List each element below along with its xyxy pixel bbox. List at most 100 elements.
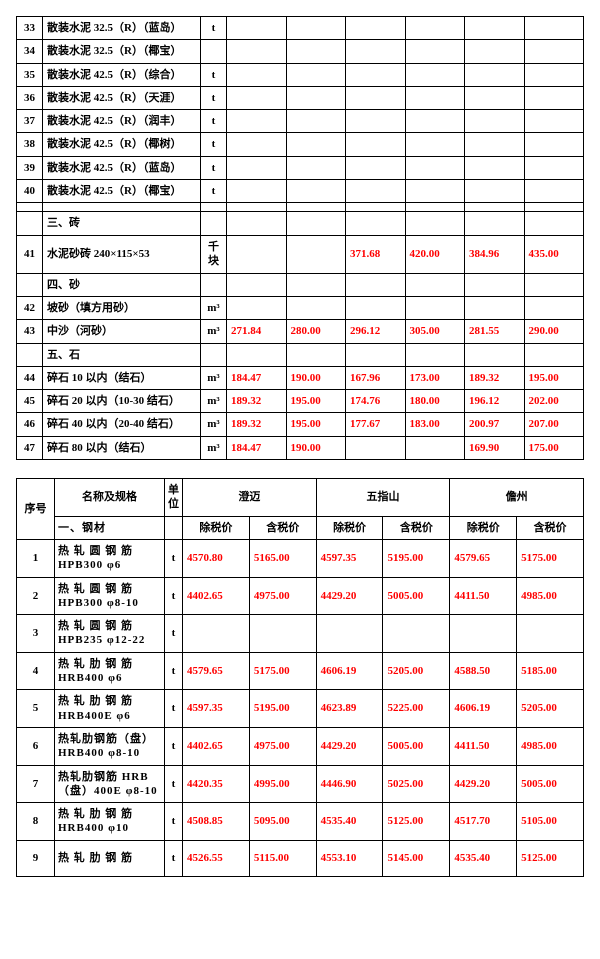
price-cell	[227, 133, 287, 156]
unit	[201, 203, 227, 212]
price-cell	[405, 273, 465, 296]
unit	[201, 40, 227, 63]
price-cell: 184.47	[227, 436, 287, 459]
price-cell: 280.00	[286, 320, 346, 343]
material-name: 碎石 20 以内（10-30 结石）	[43, 390, 201, 413]
material-name: 热 轧 圆 钢 筋 HPB235 φ12-22	[55, 615, 165, 653]
price-cell	[524, 180, 584, 203]
price-cell	[286, 63, 346, 86]
row-number: 45	[17, 390, 43, 413]
table-row: 8热 轧 肋 钢 筋 HRB400 φ10t4508.855095.004535…	[17, 803, 584, 841]
price-cell	[405, 86, 465, 109]
price-cell	[227, 110, 287, 133]
price-cell	[286, 86, 346, 109]
price-cell	[383, 615, 450, 653]
price-cell: 4588.50	[450, 652, 517, 690]
price-cell	[405, 110, 465, 133]
price-cell	[465, 203, 525, 212]
price-cell: 5005.00	[383, 727, 450, 765]
price-cell: 183.00	[405, 413, 465, 436]
price-cell: 4975.00	[249, 577, 316, 615]
price-cell: 4420.35	[183, 765, 250, 803]
unit: t	[201, 180, 227, 203]
price-cell	[524, 86, 584, 109]
price-cell	[227, 86, 287, 109]
price-cell	[465, 156, 525, 179]
unit: t	[165, 652, 183, 690]
price-cell: 189.32	[227, 390, 287, 413]
table-row: 4热 轧 肋 钢 筋 HRB400 φ6t4579.655175.004606.…	[17, 652, 584, 690]
material-name: 散装水泥 42.5（R）（椰树）	[43, 133, 201, 156]
material-name: 热 轧 肋 钢 筋	[55, 840, 165, 876]
col-name: 名称及规格	[55, 479, 165, 517]
row-number: 36	[17, 86, 43, 109]
table-row: 38散装水泥 42.5（R）（椰树）t	[17, 133, 584, 156]
unit	[201, 343, 227, 366]
unit: t	[201, 63, 227, 86]
price-cell: 5205.00	[517, 690, 584, 728]
price-cell: 180.00	[405, 390, 465, 413]
row-number: 34	[17, 40, 43, 63]
price-cell: 5025.00	[383, 765, 450, 803]
price-cell	[346, 273, 406, 296]
price-cell: 4402.65	[183, 727, 250, 765]
materials-table-1: 33散装水泥 32.5（R）（蓝岛）t34散装水泥 32.5（R）（椰宝）35散…	[16, 16, 584, 460]
material-name: 热轧肋钢筋（盘）HRB400 φ8-10	[55, 727, 165, 765]
price-cell: 5145.00	[383, 840, 450, 876]
price-cell	[346, 17, 406, 40]
price-cell	[524, 110, 584, 133]
material-name: 散装水泥 42.5（R）（天涯）	[43, 86, 201, 109]
price-cell: 296.12	[346, 320, 406, 343]
material-name: 碎石 80 以内（结石）	[43, 436, 201, 459]
material-name: 散装水泥 42.5（R）（椰宝）	[43, 180, 201, 203]
price-cell: 5095.00	[249, 803, 316, 841]
price-cell	[286, 156, 346, 179]
price-cell	[227, 180, 287, 203]
unit: 千块	[201, 235, 227, 273]
price-cell	[286, 110, 346, 133]
row-number: 4	[17, 652, 55, 690]
price-cell	[227, 273, 287, 296]
price-cell	[465, 133, 525, 156]
material-name: 热 轧 圆 钢 筋 HPB300 φ8-10	[55, 577, 165, 615]
price-cell: 5115.00	[249, 840, 316, 876]
price-cell	[286, 273, 346, 296]
price-cell: 5105.00	[517, 803, 584, 841]
price-cell: 4526.55	[183, 840, 250, 876]
unit: t	[165, 539, 183, 577]
unit: t	[201, 17, 227, 40]
price-cell	[524, 133, 584, 156]
row-number: 1	[17, 539, 55, 577]
row-number: 33	[17, 17, 43, 40]
material-name: 散装水泥 42.5（R）（综合）	[43, 63, 201, 86]
table-row: 39散装水泥 42.5（R）（蓝岛）t	[17, 156, 584, 179]
table-row: 9热 轧 肋 钢 筋t4526.555115.004553.105145.004…	[17, 840, 584, 876]
price-cell: 200.97	[465, 413, 525, 436]
materials-table-2: 序号 名称及规格 单位 澄迈 五指山 儋州 一、钢材 除税价 含税价 除税价 含…	[16, 478, 584, 877]
price-cell: 4402.65	[183, 577, 250, 615]
region-1: 澄迈	[183, 479, 317, 517]
unit	[201, 273, 227, 296]
price-cell: 281.55	[465, 320, 525, 343]
price-cell: 4508.85	[183, 803, 250, 841]
sub-6: 含税价	[517, 516, 584, 539]
material-name: 碎石 40 以内（20-40 结石）	[43, 413, 201, 436]
table-row: 41水泥砂砖 240×115×53千块371.68420.00384.96435…	[17, 235, 584, 273]
price-cell: 5195.00	[249, 690, 316, 728]
row-number: 38	[17, 133, 43, 156]
table-row: 46碎石 40 以内（20-40 结石）m³189.32195.00177.67…	[17, 413, 584, 436]
price-cell	[465, 212, 525, 235]
price-cell: 271.84	[227, 320, 287, 343]
price-cell: 4606.19	[316, 652, 383, 690]
price-cell: 184.47	[227, 366, 287, 389]
price-cell: 5005.00	[383, 577, 450, 615]
price-cell: 195.00	[286, 390, 346, 413]
price-cell	[286, 203, 346, 212]
price-cell	[227, 63, 287, 86]
price-cell: 202.00	[524, 390, 584, 413]
price-cell	[405, 17, 465, 40]
price-cell	[286, 133, 346, 156]
price-cell: 4606.19	[450, 690, 517, 728]
table-row: 35散装水泥 42.5（R）（综合）t	[17, 63, 584, 86]
price-cell: 4975.00	[249, 727, 316, 765]
